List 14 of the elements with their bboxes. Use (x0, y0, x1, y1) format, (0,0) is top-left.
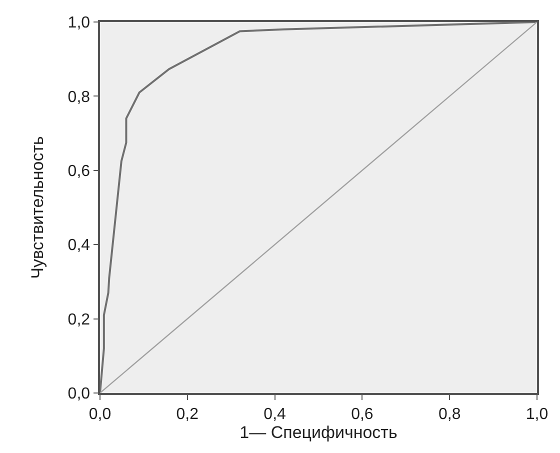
y-tick-label: 0,6 (68, 163, 90, 180)
y-tick-label: 0,0 (68, 386, 90, 403)
x-tick-label: 0,6 (351, 406, 374, 423)
x-tick-label: 0,2 (176, 406, 199, 423)
x-tick-label: 1,0 (526, 406, 548, 423)
y-tick-label: 1,0 (68, 14, 90, 32)
y-axis-title: Чувствительность (28, 136, 47, 279)
y-tick-label: 0,8 (68, 88, 90, 106)
y-tick-label: 0,2 (68, 311, 90, 328)
x-tick-label: 0,8 (438, 406, 461, 423)
x-tick-label: 0,0 (88, 406, 112, 423)
y-tick-label: 0,4 (68, 237, 90, 254)
x-axis-title: 1— Специфичность (240, 422, 398, 442)
x-tick-label: 0,4 (264, 406, 286, 423)
